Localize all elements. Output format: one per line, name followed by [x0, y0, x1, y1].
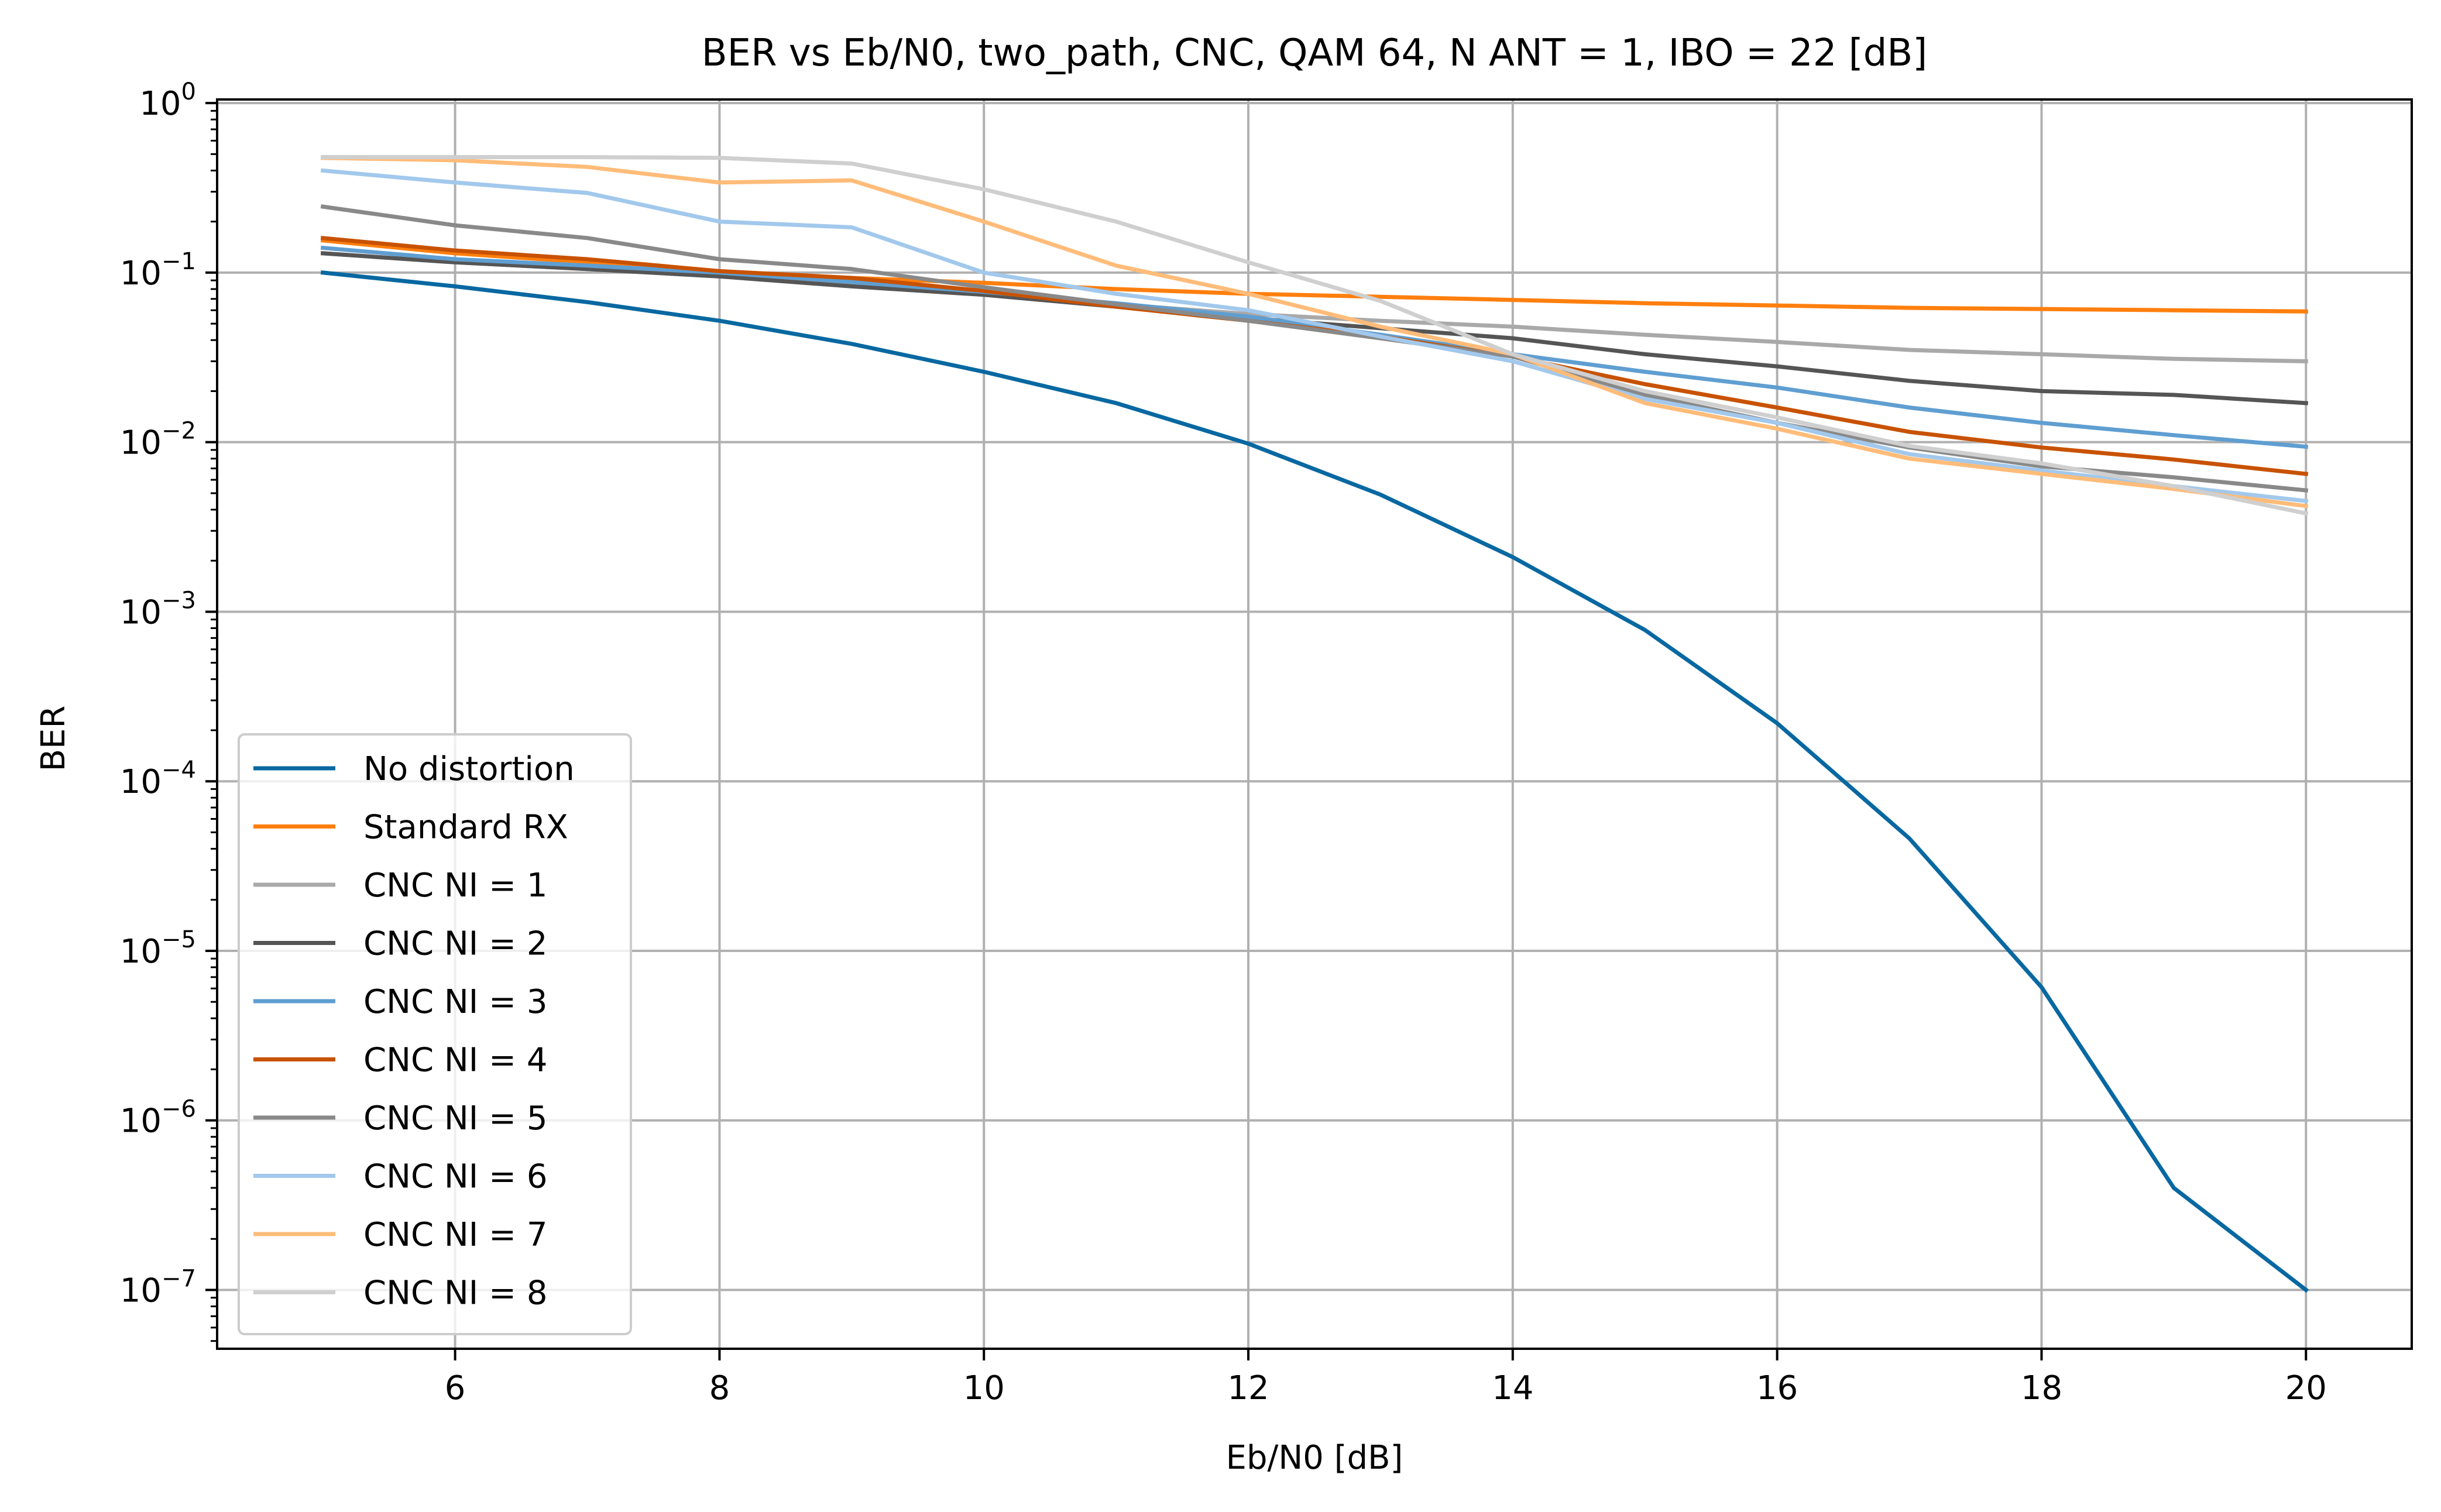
- y-axis-label: BER: [35, 706, 73, 772]
- legend-label: CNC NI = 7: [363, 1216, 547, 1254]
- series-line-cnc-ni-5: [320, 204, 2309, 493]
- legend-label: CNC NI = 2: [363, 925, 547, 963]
- series-line-no-distortion: [320, 270, 2309, 1293]
- legend-label: Standard RX: [363, 809, 568, 847]
- series-line-cnc-ni-6: [320, 168, 2309, 504]
- chart-title: BER vs Eb/N0, two_path, CNC, QAM 64, N A…: [702, 32, 1927, 75]
- y-tick-label: 10−3: [120, 587, 196, 631]
- y-tick-label: 10−4: [120, 757, 196, 801]
- series-line-cnc-ni-3: [320, 245, 2309, 449]
- y-axis-ticks: 10−7 10−6 10−5 10−4 10−3 10−2 10−1 100: [120, 78, 217, 1342]
- series-line-cnc-ni-7: [321, 156, 2309, 508]
- legend-label: CNC NI = 8: [363, 1274, 547, 1312]
- x-tick-label: 14: [1492, 1369, 1533, 1407]
- y-tick-label: 10−2: [120, 418, 196, 462]
- y-tick-label: 10−1: [120, 248, 196, 293]
- legend-frame: [238, 733, 632, 1335]
- x-axis-label: Eb/N0 [dB]: [1226, 1439, 1403, 1477]
- legend-label: CNC NI = 5: [363, 1099, 547, 1138]
- legend-label: CNC NI = 3: [363, 983, 547, 1021]
- plot-area-frame: [216, 98, 2413, 1350]
- series-layer: [320, 155, 2309, 1293]
- legend-label: CNC NI = 1: [363, 867, 547, 905]
- x-tick-label: 12: [1227, 1369, 1269, 1407]
- y-tick-label: 10−6: [120, 1096, 196, 1140]
- series-line-cnc-ni-8: [321, 155, 2309, 516]
- x-tick-label: 18: [2021, 1369, 2062, 1407]
- x-axis-ticks: 6 8 10 12 14 16 18 20: [445, 1349, 2327, 1407]
- legend-label: CNC NI = 4: [363, 1042, 547, 1080]
- x-tick-label: 6: [445, 1369, 466, 1407]
- y-tick-label: 10−5: [120, 926, 196, 971]
- legend-label: CNC NI = 6: [363, 1158, 547, 1196]
- y-tick-label: 10−7: [120, 1266, 196, 1310]
- x-tick-label: 10: [963, 1369, 1005, 1407]
- legend: No distortion Standard RX CNC NI = 1 CNC NI…: [238, 733, 632, 1335]
- legend-label: No distortion: [363, 750, 575, 788]
- x-tick-label: 8: [709, 1369, 730, 1407]
- y-tick-label: 100: [139, 78, 196, 123]
- x-tick-label: 20: [2285, 1369, 2327, 1407]
- x-tick-label: 16: [1756, 1369, 1798, 1407]
